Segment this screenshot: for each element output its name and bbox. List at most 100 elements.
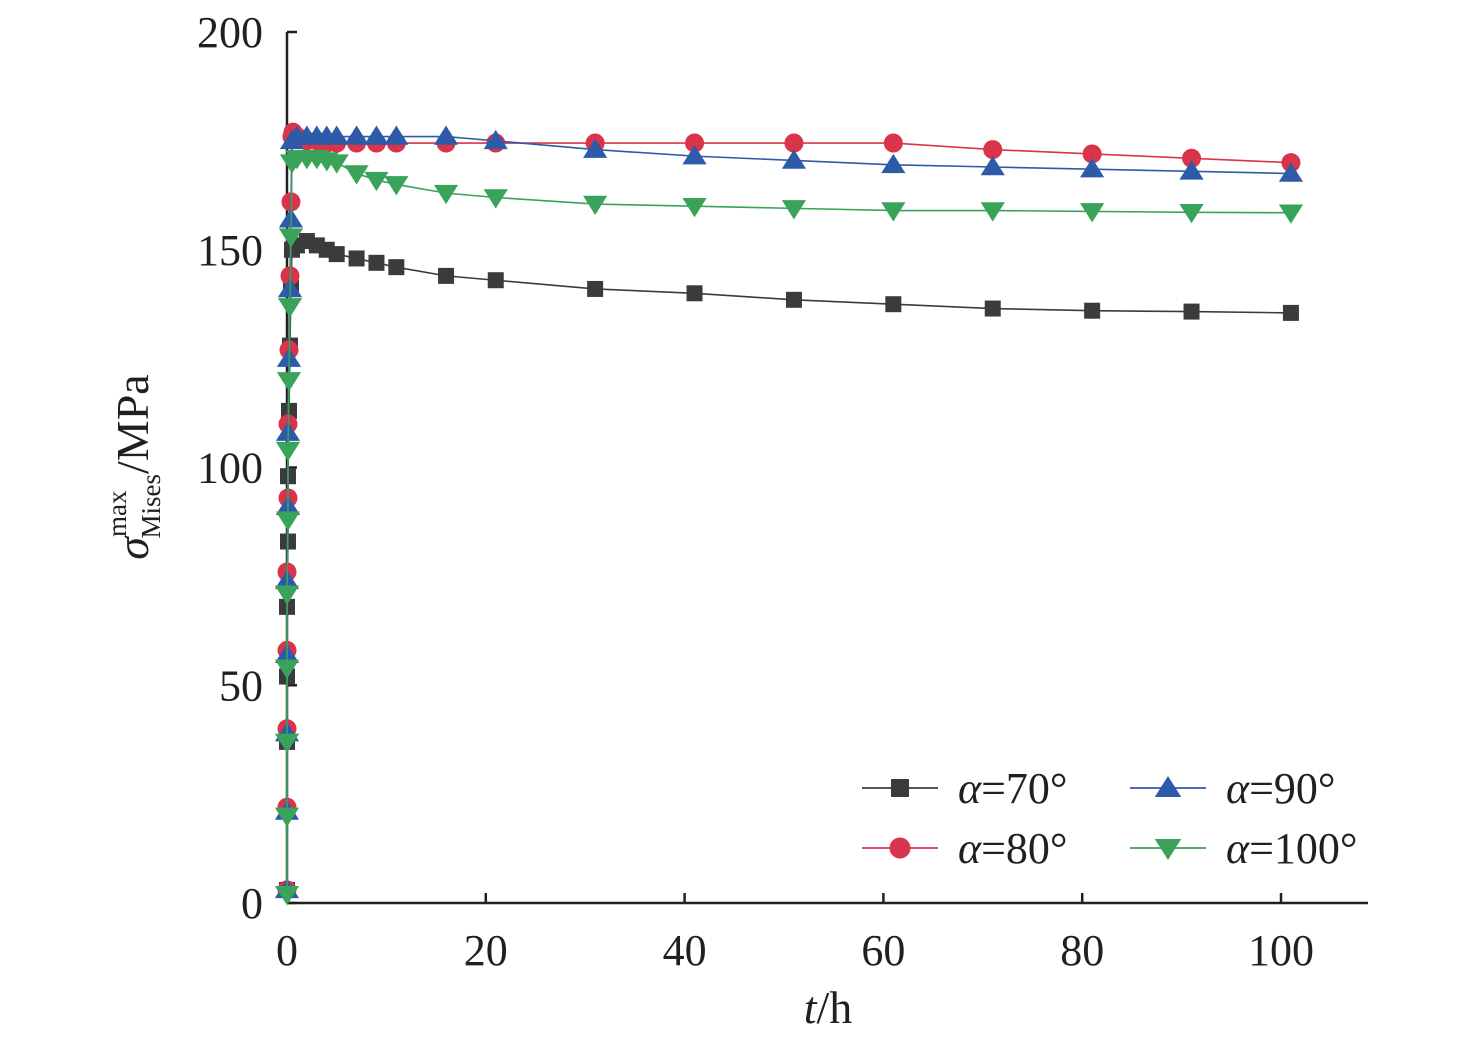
x-axis-var: t	[804, 982, 818, 1033]
data-point-3-7	[276, 372, 302, 392]
legend-label-3: α=100°	[1226, 824, 1358, 873]
legend-var-1: α	[958, 824, 982, 873]
data-point-2-25	[980, 156, 1005, 176]
data-point-0-21	[587, 280, 604, 297]
data-point-3-16	[344, 165, 369, 185]
legend-val-3: =100°	[1249, 824, 1357, 873]
data-point-2-28	[1278, 162, 1304, 182]
legend-var-3: α	[1226, 824, 1250, 873]
data-point-3-5	[275, 511, 301, 531]
series-3	[274, 150, 1304, 906]
data-point-2-27	[1179, 160, 1204, 180]
legend-val-2: =90°	[1249, 764, 1335, 813]
x-tick-label-3: 60	[861, 926, 905, 975]
axes: 0 20 40 60 80 100 0 50 100 150 200	[197, 8, 1368, 975]
y-tick-label-3: 150	[197, 226, 263, 275]
data-point-2-20	[483, 129, 508, 150]
legend-val-0: =70°	[981, 764, 1067, 813]
legend-item-0: α=70°	[862, 764, 1068, 813]
data-point-3-21	[583, 195, 608, 216]
data-point-3-17	[364, 171, 389, 192]
x-tick-label-4: 80	[1060, 926, 1104, 975]
data-point-0-23	[785, 291, 802, 308]
series-0	[279, 233, 1299, 898]
data-point-3-15	[324, 154, 349, 174]
data-point-3-2	[274, 733, 300, 753]
x-axis-label: t/h	[804, 982, 853, 1033]
y-tick-label-2: 100	[197, 444, 263, 493]
data-point-0-18	[388, 259, 405, 276]
y-axis-symbol: σ	[107, 535, 158, 560]
legend-marker-3	[1154, 839, 1182, 860]
data-point-0-15	[328, 246, 345, 263]
data-point-2-22	[682, 145, 707, 165]
data-point-3-28	[1278, 204, 1304, 224]
data-point-1-25	[883, 133, 903, 153]
legend-item-1: α=80°	[862, 824, 1068, 873]
y-axis-superscript: max	[102, 490, 132, 537]
x-tick-label-5: 100	[1248, 926, 1314, 975]
data-point-3-25	[980, 202, 1005, 222]
plot-area	[274, 122, 1304, 906]
data-point-3-26	[1080, 203, 1105, 223]
data-point-0-24	[885, 296, 902, 313]
legend-marker-2	[1154, 776, 1182, 797]
series-line-3	[286, 157, 1291, 895]
legend-label-2: α=90°	[1226, 764, 1336, 813]
series-1	[277, 122, 1301, 900]
data-point-2-23	[781, 149, 807, 169]
data-point-2-19	[433, 125, 459, 145]
legend-marker-0	[891, 779, 909, 797]
y-tick-label-0: 0	[241, 879, 263, 928]
y-tick-label-4: 200	[197, 8, 263, 57]
data-point-0-25	[984, 300, 1001, 317]
data-point-3-23	[781, 200, 807, 220]
data-point-3-18	[384, 176, 409, 196]
data-point-2-24	[881, 153, 906, 174]
series-2	[274, 125, 1304, 899]
data-point-1-27	[1082, 144, 1102, 164]
data-point-1-24	[784, 133, 804, 153]
data-point-0-22	[686, 285, 703, 302]
data-point-2-21	[583, 138, 608, 158]
legend-item-3: α=100°	[1130, 824, 1358, 873]
x-tick-label-1: 20	[464, 926, 508, 975]
data-point-3-19	[433, 184, 459, 205]
data-point-3-24	[881, 202, 906, 222]
data-point-3-8	[277, 298, 303, 318]
data-point-2-18	[384, 125, 409, 145]
data-point-1-26	[983, 140, 1003, 160]
data-point-0-20	[487, 272, 504, 289]
series-line-2	[286, 135, 1291, 890]
data-point-0-19	[438, 267, 455, 284]
legend-item-2: α=90°	[1130, 764, 1336, 813]
y-axis-unit: /MPa	[107, 374, 158, 474]
legend-val-1: =80°	[981, 824, 1067, 873]
x-tick-label-0: 0	[276, 926, 298, 975]
legend-label-0: α=70°	[958, 764, 1068, 813]
data-point-3-3	[274, 659, 300, 679]
data-point-1-23	[685, 133, 705, 153]
legend-var-2: α	[1226, 764, 1250, 813]
data-point-3-27	[1179, 204, 1204, 224]
data-point-1-28	[1182, 148, 1202, 168]
data-point-2-15	[324, 125, 349, 145]
data-point-0-28	[1282, 304, 1299, 321]
legend-var-0: α	[958, 764, 982, 813]
data-point-2-17	[364, 125, 389, 145]
data-point-0-26	[1084, 302, 1101, 319]
data-point-3-0	[274, 886, 300, 906]
data-point-3-9	[278, 228, 304, 248]
x-axis-unit: /h	[817, 982, 853, 1033]
y-tick-label-1: 50	[219, 661, 263, 710]
y-axis-label: σmax Mises/MPa	[102, 374, 166, 559]
data-point-3-20	[483, 189, 508, 209]
series-line-1	[286, 130, 1291, 890]
data-point-3-6	[275, 441, 301, 462]
data-point-0-17	[368, 254, 385, 271]
x-tick-label-2: 40	[663, 926, 707, 975]
legend-label-1: α=80°	[958, 824, 1068, 873]
y-axis-subscript: Mises	[136, 474, 166, 539]
series-line-0	[286, 240, 1291, 890]
